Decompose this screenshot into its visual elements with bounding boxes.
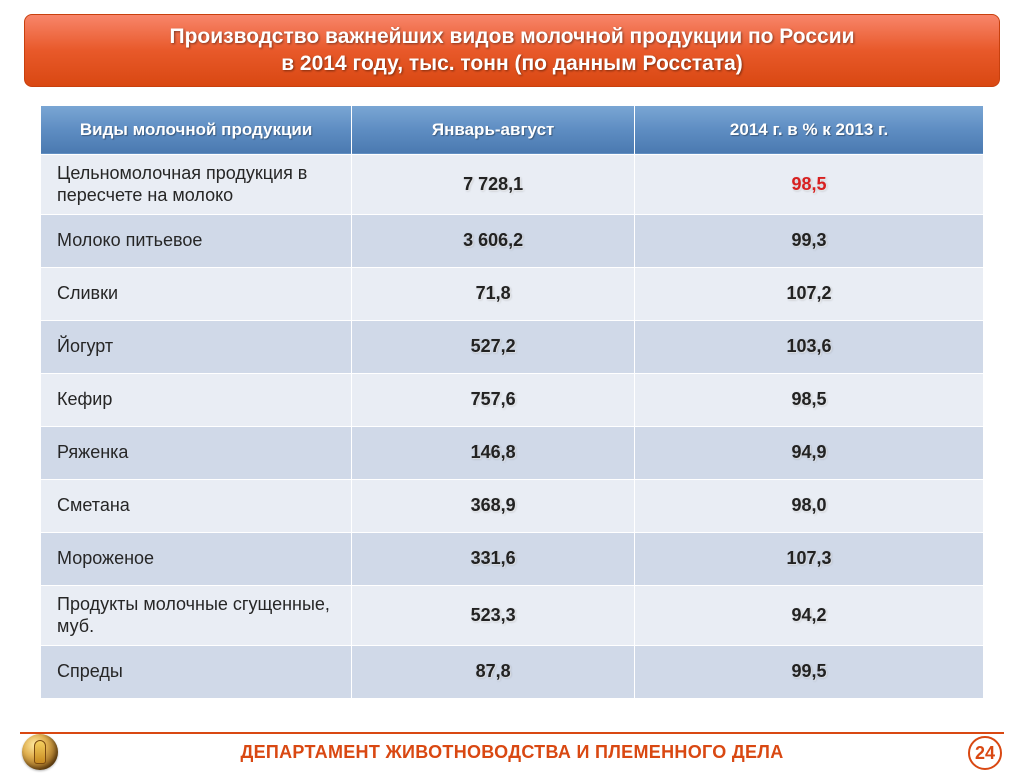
col-header-product: Виды молочной продукции <box>41 105 352 154</box>
cell-percent: 98,5 <box>635 154 984 214</box>
cell-product-name: Молоко питьевое <box>41 214 352 267</box>
data-table-container: Виды молочной продукции Январь-август 20… <box>40 105 984 699</box>
table-row: Продукты молочные сгущенные, муб.523,394… <box>41 585 984 645</box>
cell-product-name: Кефир <box>41 373 352 426</box>
cell-percent: 94,2 <box>635 585 984 645</box>
cell-volume: 523,3 <box>352 585 635 645</box>
cell-volume: 7 728,1 <box>352 154 635 214</box>
footer-department-name: ДЕПАРТАМЕНТ ЖИВОТНОВОДСТВА И ПЛЕМЕННОГО … <box>0 742 1024 763</box>
cell-percent: 99,3 <box>635 214 984 267</box>
col-header-percent: 2014 г. в % к 2013 г. <box>635 105 984 154</box>
cell-volume: 368,9 <box>352 479 635 532</box>
table-row: Сливки71,8107,2 <box>41 267 984 320</box>
cell-percent: 98,5 <box>635 373 984 426</box>
cell-product-name: Спреды <box>41 645 352 698</box>
cell-volume: 331,6 <box>352 532 635 585</box>
table-row: Цельномолочная продукция в пересчете на … <box>41 154 984 214</box>
cell-percent: 98,0 <box>635 479 984 532</box>
cell-product-name: Мороженое <box>41 532 352 585</box>
col-header-period: Январь-август <box>352 105 635 154</box>
table-row: Мороженое331,6107,3 <box>41 532 984 585</box>
dairy-production-table: Виды молочной продукции Январь-август 20… <box>40 105 984 699</box>
cell-percent: 99,5 <box>635 645 984 698</box>
cell-product-name: Ряженка <box>41 426 352 479</box>
cell-percent: 107,2 <box>635 267 984 320</box>
cell-product-name: Продукты молочные сгущенные, муб. <box>41 585 352 645</box>
cell-product-name: Сливки <box>41 267 352 320</box>
table-row: Йогурт527,2103,6 <box>41 320 984 373</box>
cell-volume: 87,8 <box>352 645 635 698</box>
cell-percent: 103,6 <box>635 320 984 373</box>
cell-product-name: Цельномолочная продукция в пересчете на … <box>41 154 352 214</box>
table-row: Кефир757,698,5 <box>41 373 984 426</box>
title-line-2: в 2014 году, тыс. тонн (по данным Росста… <box>281 52 743 75</box>
cell-volume: 757,6 <box>352 373 635 426</box>
slide-footer: ДЕПАРТАМЕНТ ЖИВОТНОВОДСТВА И ПЛЕМЕННОГО … <box>0 732 1024 772</box>
title-line-1: Производство важнейших видов молочной пр… <box>169 25 854 48</box>
cell-percent: 107,3 <box>635 532 984 585</box>
table-header-row: Виды молочной продукции Январь-август 20… <box>41 105 984 154</box>
cell-volume: 3 606,2 <box>352 214 635 267</box>
table-row: Молоко питьевое3 606,299,3 <box>41 214 984 267</box>
cell-volume: 146,8 <box>352 426 635 479</box>
cell-volume: 71,8 <box>352 267 635 320</box>
cell-product-name: Йогурт <box>41 320 352 373</box>
slide-title: Производство важнейших видов молочной пр… <box>24 14 1000 87</box>
cell-volume: 527,2 <box>352 320 635 373</box>
footer-divider <box>20 732 1004 734</box>
table-row: Сметана368,998,0 <box>41 479 984 532</box>
table-row: Спреды87,899,5 <box>41 645 984 698</box>
cell-percent: 94,9 <box>635 426 984 479</box>
table-row: Ряженка146,894,9 <box>41 426 984 479</box>
cell-product-name: Сметана <box>41 479 352 532</box>
page-number-badge: 24 <box>968 736 1002 770</box>
page-number: 24 <box>975 743 995 764</box>
